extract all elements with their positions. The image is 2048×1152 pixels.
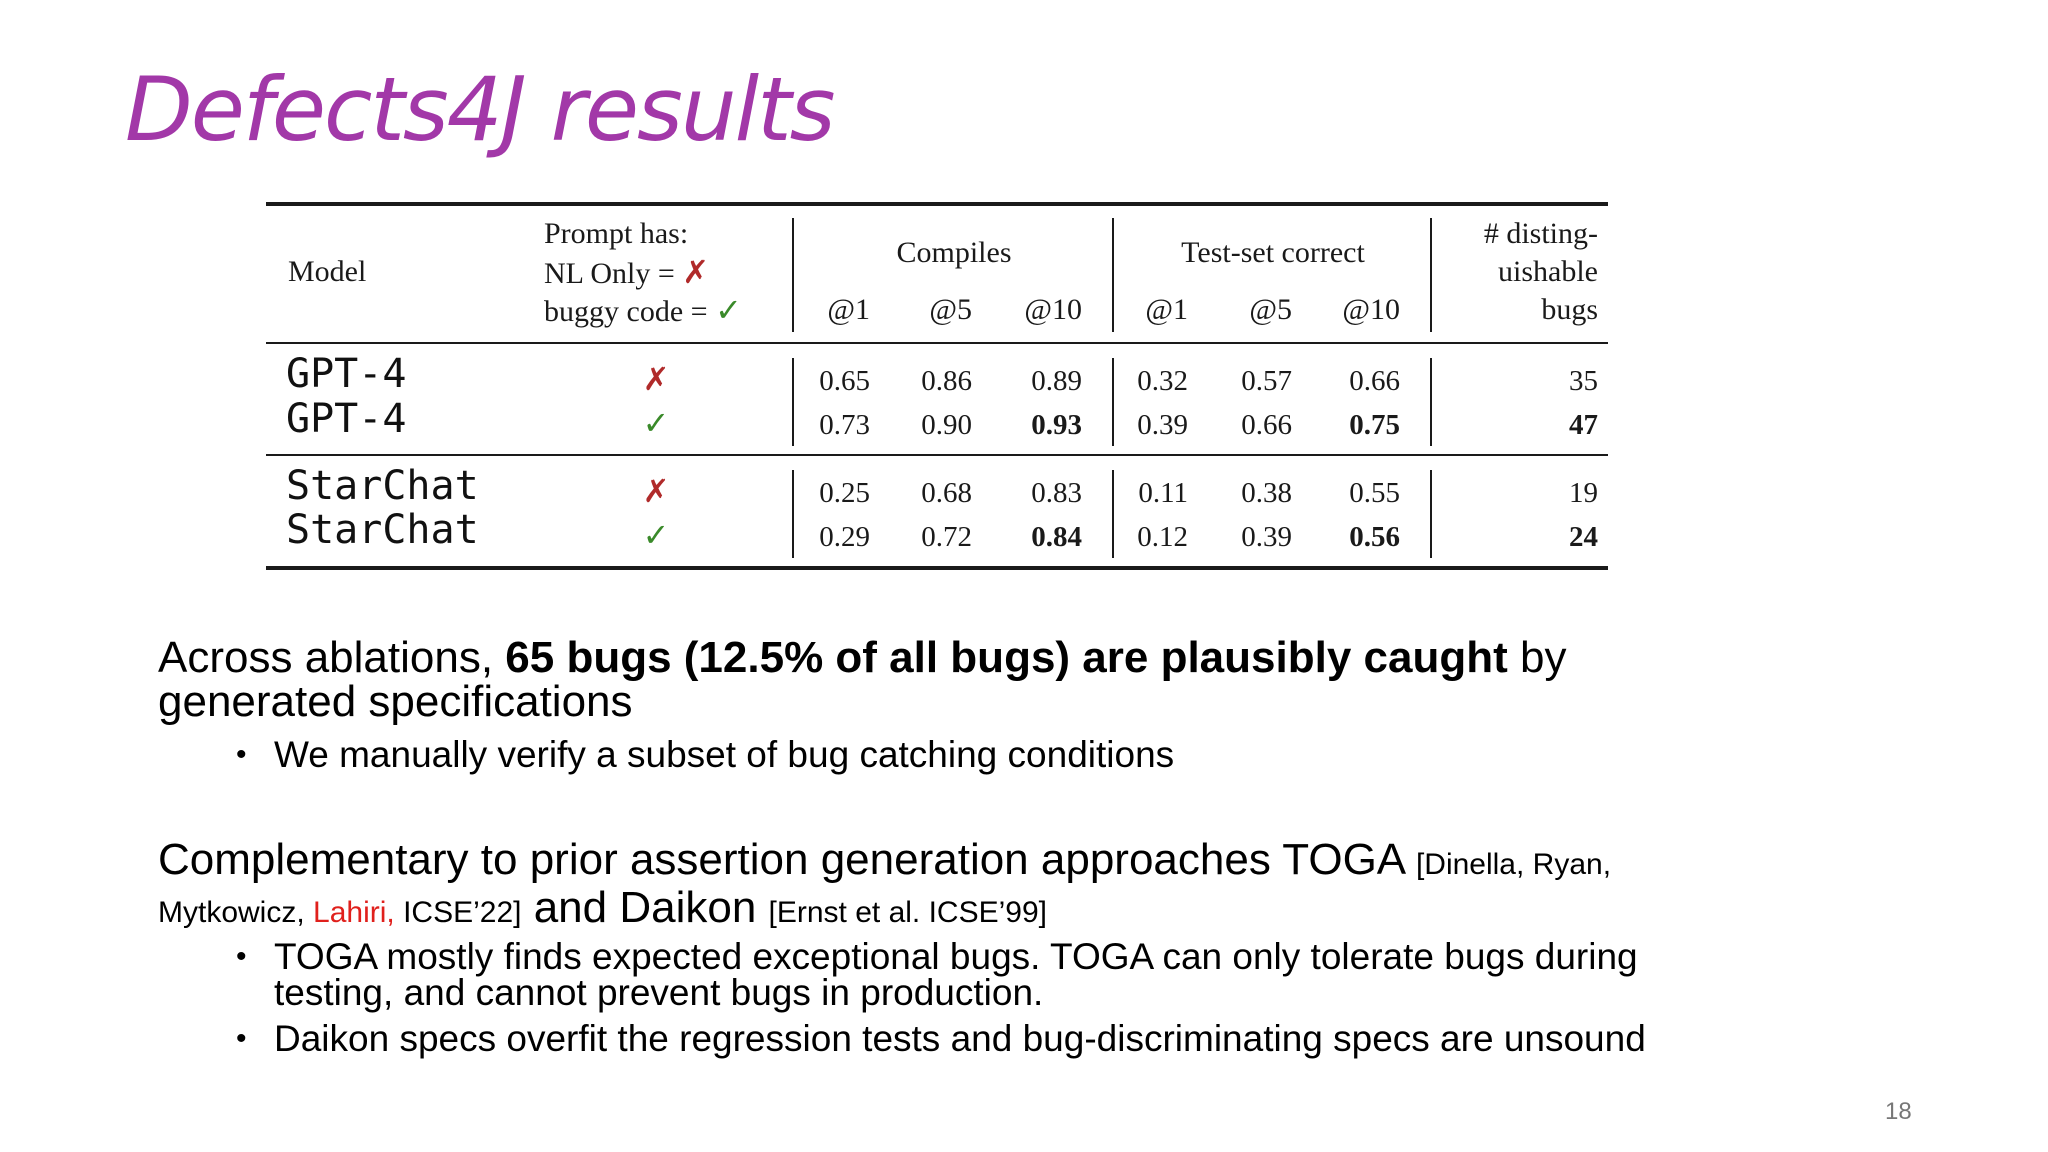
bullet-dot: • [236, 940, 247, 973]
row4-test-at10: 0.56 [1349, 521, 1400, 553]
para1-line1: Across ablations, 65 bugs (12.5% of all … [158, 636, 1566, 680]
table-vline-3 [1430, 218, 1432, 332]
header-test-at5: @5 [1249, 293, 1292, 326]
toga-citation-part1: [Dinella, Ryan, [1415, 848, 1612, 881]
row3-bugs: 19 [1569, 477, 1598, 509]
row1-test-at1: 0.32 [1137, 365, 1188, 397]
table-vline-4 [792, 358, 794, 446]
para2-bullet1-line2: testing, and cannot prevent bugs in prod… [274, 972, 1044, 1013]
header-test-set-correct: Test-set correct [1181, 236, 1365, 269]
row2-compiles-at1: 0.73 [819, 409, 870, 441]
row1-compiles-at5: 0.86 [921, 365, 972, 397]
header-prompt-line3: buggy code = ✓ [544, 291, 742, 329]
toga-citation-highlight: Lahiri, [313, 896, 395, 929]
results-table: Model Prompt has: NL Only = ✗ buggy code… [266, 202, 1608, 570]
row4-bugs: 24 [1569, 521, 1598, 553]
row4-test-at1: 0.12 [1137, 521, 1188, 553]
row3-compiles-at5: 0.68 [921, 477, 972, 509]
row1-compiles-at10: 0.89 [1031, 365, 1082, 397]
row2-compiles-at10: 0.93 [1031, 409, 1082, 441]
check-mark-icon: ✓ [715, 291, 742, 329]
row3-compiles-at10: 0.83 [1031, 477, 1082, 509]
row2-test-at1: 0.39 [1137, 409, 1188, 441]
table-bottom-rule [266, 566, 1608, 570]
para1-suffix: by [1507, 633, 1567, 682]
x-mark-icon: ✗ [682, 253, 710, 291]
toga-citation-part2: Mytkowicz, [158, 896, 314, 929]
table-vline-7 [792, 470, 794, 558]
table-top-rule [266, 202, 1608, 206]
row2-prompt-check-icon: ✓ [642, 404, 670, 442]
row1-test-at5: 0.57 [1241, 365, 1292, 397]
para2-and-daikon: and Daikon [521, 883, 769, 932]
table-vline-1 [792, 218, 794, 332]
para1-line2: generated specifications [158, 677, 633, 726]
para1-prefix: Across ablations, [158, 633, 506, 682]
table-vline-9 [1430, 470, 1432, 558]
row4-prompt-check-icon: ✓ [642, 516, 670, 554]
row1-compiles-at1: 0.65 [819, 365, 870, 397]
table-header-rule [266, 342, 1608, 344]
table-vline-8 [1112, 470, 1114, 558]
row3-test-at10: 0.55 [1349, 477, 1400, 509]
para2-main: Complementary to prior assertion generat… [158, 835, 1416, 884]
bullet-dot: • [236, 738, 247, 771]
row3-test-at1: 0.11 [1138, 477, 1188, 509]
header-model: Model [288, 255, 367, 288]
table-group-rule [266, 454, 1608, 456]
row4-test-at5: 0.39 [1241, 521, 1292, 553]
row2-compiles-at5: 0.90 [921, 409, 972, 441]
row1-prompt-x-icon: ✗ [642, 360, 670, 398]
row3-prompt-x-icon: ✗ [642, 472, 670, 510]
row4-model: StarChat [286, 507, 479, 553]
para2-bullet2: Daikon specs overfit the regression test… [274, 1018, 1646, 1059]
para2-line1: Complementary to prior assertion generat… [158, 838, 1611, 887]
header-prompt-line1: Prompt has: [544, 217, 689, 250]
header-bugs-line1: # disting- [1483, 217, 1598, 250]
row2-bugs: 47 [1569, 409, 1598, 441]
row2-model: GPT-4 [286, 396, 407, 442]
para2-bullet1-line1: TOGA mostly finds expected exceptional b… [274, 936, 1638, 977]
table-vline-5 [1112, 358, 1114, 446]
para2-line2: Mytkowicz, Lahiri, ICSE’22] and Daikon [… [158, 886, 1047, 930]
header-test-at1: @1 [1145, 293, 1188, 326]
para1-bold: 65 bugs (12.5% of all bugs) are plausibl… [505, 633, 1508, 682]
row1-bugs: 35 [1569, 365, 1598, 397]
header-compiles-at1: @1 [827, 293, 870, 326]
header-compiles-at5: @5 [929, 293, 972, 326]
row3-model: StarChat [286, 463, 479, 509]
page-number: 18 [1885, 1098, 1912, 1125]
header-test-at10: @10 [1342, 293, 1400, 326]
header-compiles: Compiles [896, 236, 1012, 269]
header-prompt-line2: NL Only = ✗ [544, 253, 710, 291]
slide-title: Defects4J results [125, 58, 835, 161]
row4-compiles-at5: 0.72 [921, 521, 972, 553]
row2-test-at5: 0.66 [1241, 409, 1292, 441]
row3-compiles-at1: 0.25 [819, 477, 870, 509]
table-vline-2 [1112, 218, 1114, 332]
row4-compiles-at10: 0.84 [1031, 521, 1082, 553]
toga-citation-part3: ICSE’22] [394, 896, 522, 929]
row3-test-at5: 0.38 [1241, 477, 1292, 509]
row4-compiles-at1: 0.29 [819, 521, 870, 553]
table-vline-6 [1430, 358, 1432, 446]
row1-model: GPT-4 [286, 351, 407, 397]
row2-test-at10: 0.75 [1349, 409, 1400, 441]
daikon-citation: [Ernst et al. ICSE’99] [768, 896, 1047, 929]
header-compiles-at10: @10 [1024, 293, 1082, 326]
header-bugs-line3: bugs [1541, 293, 1598, 326]
bullet-dot: • [236, 1022, 247, 1055]
para1-bullet1: We manually verify a subset of bug catch… [274, 734, 1175, 775]
row1-test-at10: 0.66 [1349, 365, 1400, 397]
header-bugs-line2: uishable [1498, 255, 1598, 288]
